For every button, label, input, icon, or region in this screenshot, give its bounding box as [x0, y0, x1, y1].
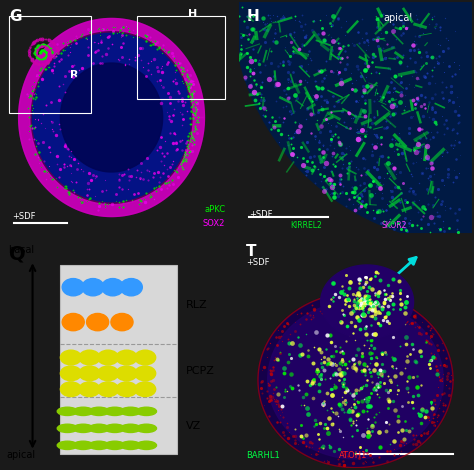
Ellipse shape — [73, 441, 93, 449]
Text: SKOR2: SKOR2 — [381, 221, 406, 230]
Ellipse shape — [79, 366, 100, 381]
Bar — [9, 16, 91, 113]
Ellipse shape — [120, 424, 141, 432]
Polygon shape — [321, 265, 413, 339]
Ellipse shape — [82, 279, 104, 296]
Polygon shape — [268, 301, 443, 459]
Text: KIRREL2: KIRREL2 — [291, 221, 322, 230]
Polygon shape — [18, 18, 204, 217]
Ellipse shape — [116, 350, 137, 365]
Text: +SDF: +SDF — [12, 212, 35, 221]
Ellipse shape — [136, 441, 156, 449]
Polygon shape — [61, 63, 163, 172]
Text: PCPZ: PCPZ — [186, 366, 215, 376]
Ellipse shape — [136, 407, 156, 415]
Ellipse shape — [60, 350, 82, 365]
Ellipse shape — [79, 382, 100, 397]
Ellipse shape — [120, 279, 142, 296]
Ellipse shape — [73, 424, 93, 432]
Text: +SDF: +SDF — [249, 210, 272, 219]
Text: H: H — [188, 9, 198, 19]
Text: apical: apical — [6, 450, 36, 461]
Ellipse shape — [135, 350, 155, 365]
Text: G: G — [9, 9, 22, 24]
Ellipse shape — [105, 407, 125, 415]
Text: RLZ: RLZ — [186, 300, 208, 310]
Polygon shape — [18, 18, 204, 217]
Ellipse shape — [62, 313, 84, 331]
Polygon shape — [33, 33, 191, 202]
Ellipse shape — [105, 441, 125, 449]
Ellipse shape — [116, 366, 137, 381]
Text: apical: apical — [383, 13, 412, 23]
Text: VZ: VZ — [186, 421, 201, 431]
Ellipse shape — [120, 441, 141, 449]
Ellipse shape — [135, 382, 155, 397]
Text: H: H — [246, 9, 259, 24]
Ellipse shape — [89, 441, 109, 449]
Ellipse shape — [135, 366, 155, 381]
Ellipse shape — [105, 424, 125, 432]
Ellipse shape — [89, 424, 109, 432]
Ellipse shape — [98, 350, 118, 365]
Text: aPKC: aPKC — [204, 205, 225, 214]
Ellipse shape — [98, 366, 118, 381]
Ellipse shape — [136, 424, 156, 432]
Ellipse shape — [87, 313, 109, 331]
Bar — [60, 265, 176, 454]
Ellipse shape — [73, 407, 93, 415]
Text: +SDF: +SDF — [246, 258, 270, 267]
Text: ATOH1: ATOH1 — [339, 452, 368, 461]
Text: R: R — [70, 70, 78, 80]
Ellipse shape — [60, 366, 82, 381]
Text: basal: basal — [8, 245, 34, 256]
Ellipse shape — [57, 441, 78, 449]
Ellipse shape — [62, 279, 84, 296]
Ellipse shape — [120, 407, 141, 415]
Bar — [137, 16, 225, 99]
Polygon shape — [258, 293, 453, 468]
Text: SOX2: SOX2 — [203, 219, 225, 228]
Ellipse shape — [60, 382, 82, 397]
Text: T: T — [246, 244, 257, 259]
Ellipse shape — [89, 407, 109, 415]
Text: Q: Q — [9, 244, 26, 263]
Circle shape — [232, 0, 474, 244]
Ellipse shape — [116, 382, 137, 397]
Ellipse shape — [57, 407, 78, 415]
Ellipse shape — [98, 382, 118, 397]
Ellipse shape — [57, 424, 78, 432]
Ellipse shape — [111, 313, 133, 331]
Ellipse shape — [79, 350, 100, 365]
Text: BARHL1: BARHL1 — [246, 452, 280, 461]
Ellipse shape — [101, 279, 124, 296]
